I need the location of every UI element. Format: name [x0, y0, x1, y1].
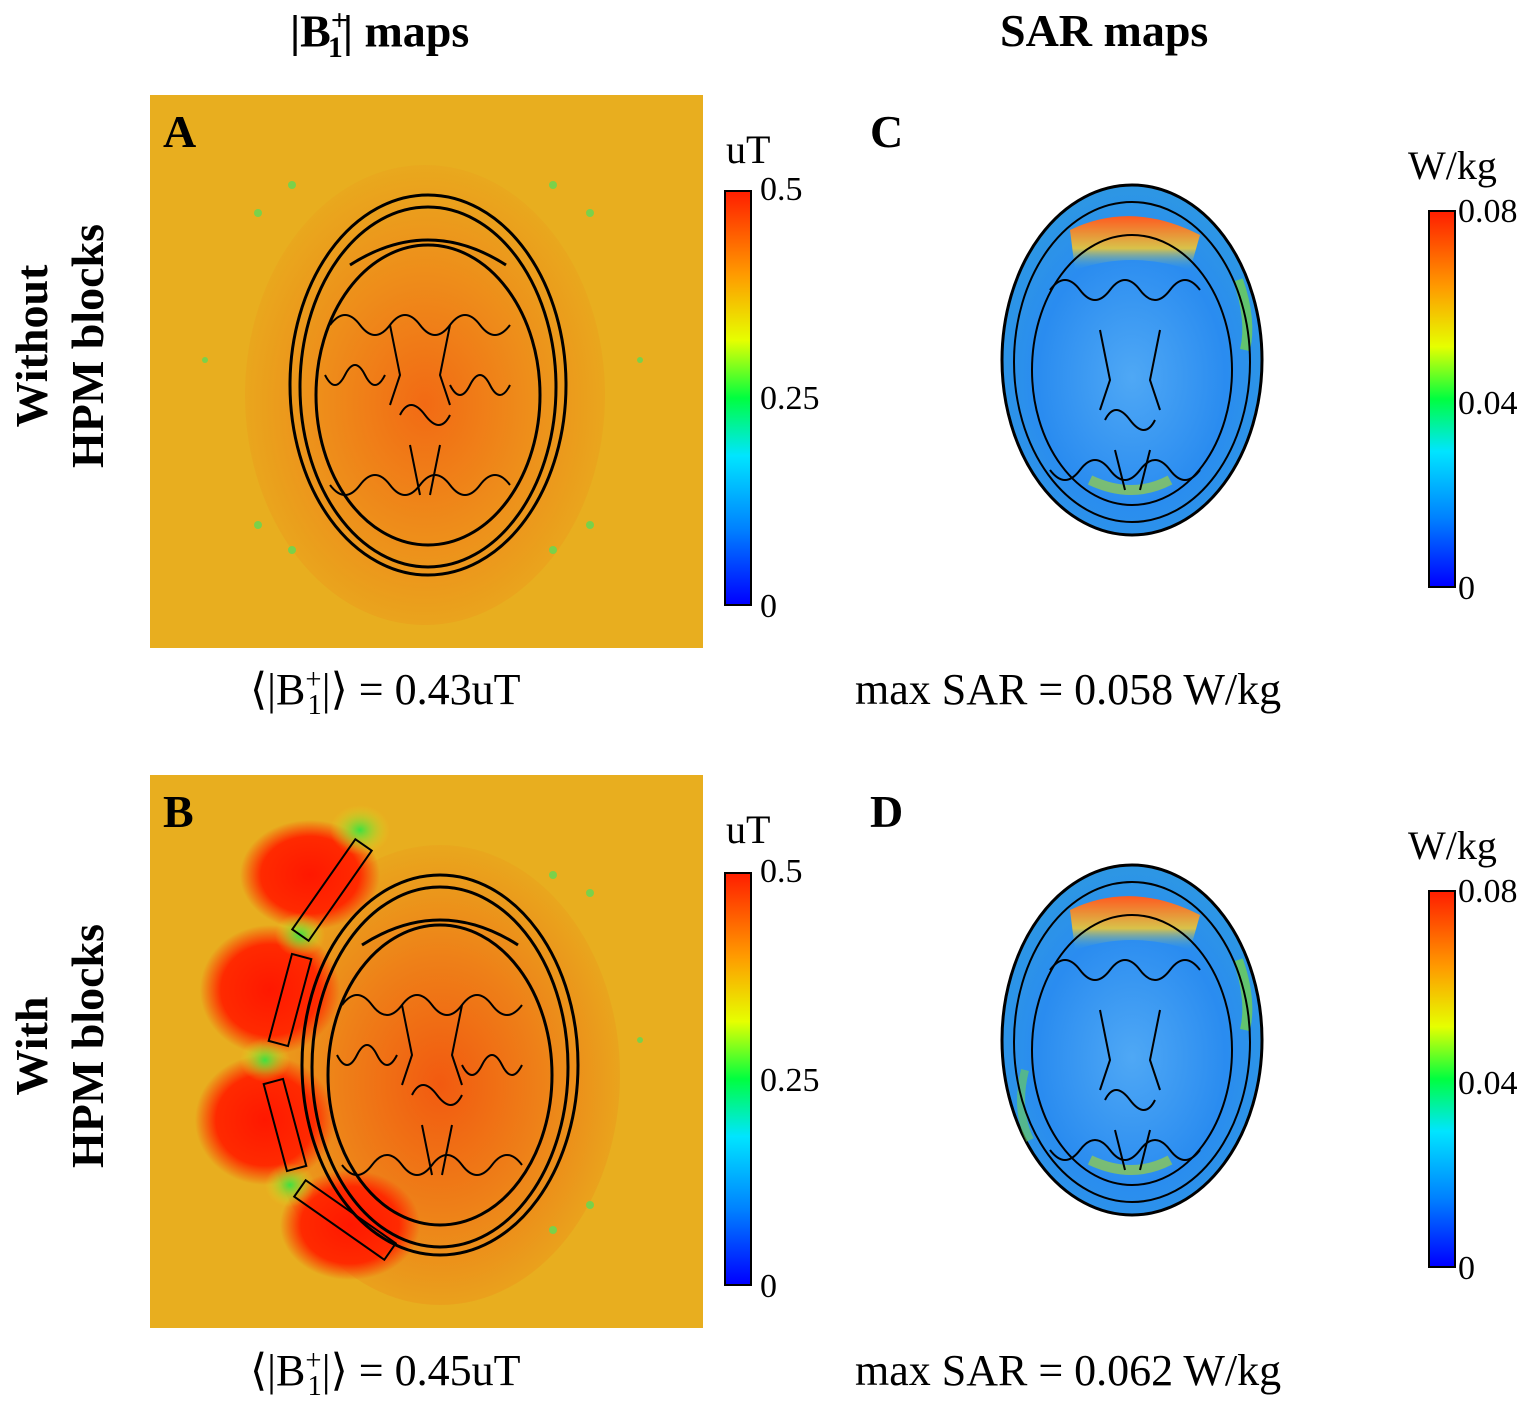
panel-a-caption: ⟨|B+1|⟩ = 0.43uT	[250, 664, 521, 721]
panel-d-sar-map	[1000, 863, 1264, 1217]
panel-b-colorbar	[724, 872, 752, 1286]
panel-c-unit: W/kg	[1408, 143, 1497, 188]
panel-c-tick-min: 0	[1458, 570, 1475, 607]
panel-c-tick-mid: 0.04	[1458, 385, 1518, 422]
panel-a-unit: uT	[726, 127, 771, 172]
panel-c-colorbar	[1428, 210, 1456, 588]
panel-b-b1-map	[150, 775, 703, 1328]
row-label-without: Without HPM blocks	[6, 223, 113, 469]
panel-d-tick-min: 0	[1458, 1250, 1475, 1287]
panel-b-tick-min: 0	[760, 1268, 777, 1305]
panel-b-tick-max: 0.5	[760, 853, 803, 890]
panel-a-letter: A	[163, 106, 197, 157]
b1-maps-title: |B+1| maps	[290, 4, 470, 64]
panel-c-letter: C	[870, 106, 904, 157]
panel-c-tick-max: 0.08	[1458, 193, 1518, 230]
panel-c-caption: max SAR = 0.058 W/kg	[855, 665, 1282, 714]
panel-a-colorbar	[724, 190, 752, 606]
panel-b-unit: uT	[726, 807, 771, 852]
panel-d-caption: max SAR = 0.062 W/kg	[855, 1346, 1282, 1395]
panel-d-tick-mid: 0.04	[1458, 1065, 1518, 1102]
panel-a-tick-max: 0.5	[760, 171, 803, 208]
panel-b-caption: ⟨|B+1|⟩ = 0.45uT	[250, 1345, 521, 1402]
panel-b-tick-mid: 0.25	[760, 1062, 820, 1099]
panel-d-letter: D	[870, 786, 904, 837]
sar-maps-title: SAR maps	[1000, 5, 1209, 56]
panel-c-sar-map	[1000, 183, 1264, 537]
panel-b-letter: B	[163, 786, 194, 837]
row-label-with: With HPM blocks	[6, 923, 113, 1169]
panel-d-tick-max: 0.08	[1458, 873, 1518, 910]
panel-a-tick-min: 0	[760, 588, 777, 625]
panel-d-unit: W/kg	[1408, 823, 1497, 868]
panel-a-tick-mid: 0.25	[760, 380, 820, 417]
panel-d-colorbar	[1428, 890, 1456, 1268]
panel-a-b1-map	[150, 95, 703, 648]
